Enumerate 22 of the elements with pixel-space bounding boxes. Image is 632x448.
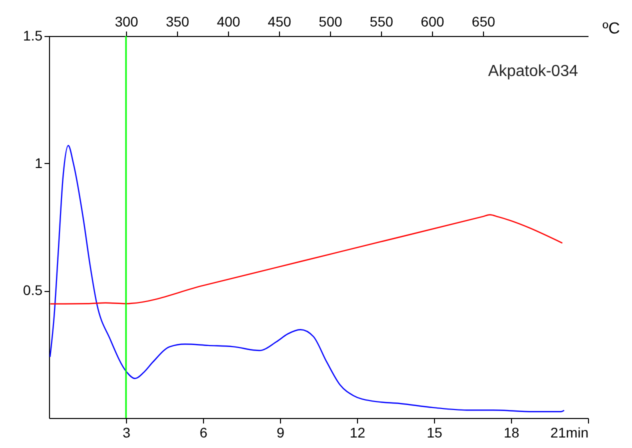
y-tick-label: 0.5 [23, 282, 43, 298]
x2-tick-label: 400 [216, 14, 240, 30]
y-tick-label: 1.5 [23, 28, 43, 44]
x-tick-label: 21min [550, 424, 588, 440]
x2-tick-label: 600 [420, 14, 444, 30]
y-tick-label: 1 [34, 154, 43, 171]
x-tick-label: 12 [350, 424, 366, 440]
x2-axis-title: ºC [602, 20, 620, 38]
x2-tick-label: 650 [472, 14, 496, 30]
x2-tick-label: 450 [268, 14, 292, 30]
annotation: Akpatok-034 [488, 63, 578, 80]
x2-tick-label: 350 [166, 14, 190, 30]
x2-tick-label: 550 [370, 14, 394, 30]
x-tick-label: 3 [122, 424, 131, 440]
line-series [49, 144, 565, 412]
x2-tick-label: 500 [318, 14, 342, 30]
x-tick-label: 18 [504, 424, 520, 440]
x2-tick-label: 300 [114, 14, 138, 30]
x-tick-label: 6 [200, 424, 208, 440]
x-tick-label: 9 [276, 424, 285, 440]
line-series [50, 214, 563, 305]
x-tick-label: 15 [426, 424, 442, 440]
